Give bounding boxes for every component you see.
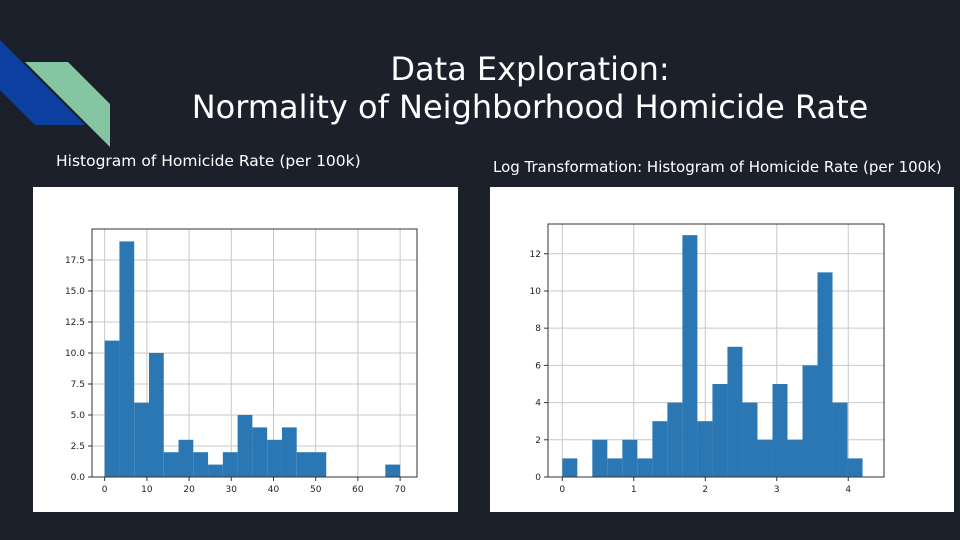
- right-hist-bar: [697, 421, 713, 477]
- left-hist-xtick-label: 40: [268, 485, 280, 495]
- left-hist-ytick-label: 7.5: [71, 380, 85, 390]
- left-hist-xtick-label: 60: [352, 485, 364, 495]
- left-hist-bar: [119, 241, 135, 477]
- title-line-1: Data Exploration:: [390, 50, 670, 88]
- right-hist-bar: [652, 421, 668, 477]
- homicide-rate-histogram: 0 10 20 30 40 50 60 70 0.0 2.5 5.0 7.5 10.0 12.5 15.0 1…: [65, 228, 418, 495]
- slide-title: Data Exploration: Normality of Neighborh…: [120, 50, 940, 126]
- left-hist-bar: [208, 464, 223, 477]
- right-hist-ytick-label: 8: [535, 324, 541, 334]
- left-hist-bar: [385, 464, 401, 477]
- right-hist-bar: [757, 439, 773, 477]
- right-hist-bar: [847, 458, 863, 477]
- right-hist-xtick-label: 2: [702, 485, 708, 495]
- left-hist-xtick-label: 30: [226, 485, 238, 495]
- left-hist-bar: [134, 402, 149, 477]
- right-hist-xtick-label: 3: [774, 485, 780, 495]
- left-hist-ytick-label: 17.5: [65, 256, 85, 266]
- right-hist-bar: [832, 402, 848, 477]
- right-hist-axes-frame: [547, 223, 885, 478]
- right-hist-xtick-label: 1: [631, 485, 637, 495]
- left-hist-ytick-label: 2.5: [71, 442, 85, 452]
- left-chart-caption: Histogram of Homicide Rate (per 100k): [56, 152, 361, 170]
- right-hist-bar: [592, 439, 608, 477]
- right-hist-bar: [817, 272, 833, 477]
- right-hist-bar: [772, 383, 788, 477]
- right-hist-bar: [712, 383, 728, 477]
- right-chart-caption: Log Transformation: Histogram of Homicid…: [493, 158, 942, 176]
- left-hist-xtick-label: 50: [310, 485, 322, 495]
- left-hist-bar: [104, 340, 120, 477]
- left-hist-ytick-label: 15.0: [65, 287, 85, 297]
- left-hist-xtick-label: 70: [394, 485, 406, 495]
- right-hist-bar: [802, 365, 818, 477]
- left-hist-xtick-label: 0: [102, 485, 108, 495]
- left-chart-panel: 0 10 20 30 40 50 60 70 0.0 2.5 5.0 7.5 10.0 12.5 15.0 1…: [33, 187, 458, 512]
- title-line-2: Normality of Neighborhood Homicide Rate: [191, 88, 869, 126]
- right-hist-bar: [787, 439, 803, 477]
- right-hist-xtick-label: 4: [845, 485, 851, 495]
- left-hist-bar: [178, 439, 194, 477]
- left-hist-bar: [296, 452, 312, 477]
- right-hist-ytick-label: 0: [535, 473, 541, 483]
- left-hist-bar: [237, 415, 253, 477]
- right-chart-panel: 0 1 2 3 4 0 2 4 6 8 10 12: [490, 187, 954, 512]
- right-hist-bar: [667, 402, 683, 477]
- right-hist-bar: [562, 458, 578, 477]
- left-hist-ytick-label: 5.0: [71, 411, 86, 421]
- decor-stripe-blue: [0, 40, 85, 125]
- right-hist-ytick-label: 10: [530, 287, 542, 297]
- right-hist-ytick-label: 6: [535, 361, 541, 371]
- left-hist-bar: [252, 427, 268, 477]
- right-hist-bar: [622, 439, 638, 477]
- left-hist-bar: [267, 439, 282, 477]
- decor-stripe-green: [25, 62, 110, 147]
- left-hist-bar: [148, 353, 164, 477]
- right-hist-bar: [742, 402, 758, 477]
- left-hist-bar: [281, 427, 297, 477]
- right-hist-ytick-label: 12: [530, 250, 541, 260]
- left-hist-ytick-label: 0.0: [71, 473, 86, 483]
- left-hist-bar: [222, 452, 238, 477]
- left-hist-ytick-label: 12.5: [65, 318, 85, 328]
- right-hist-bar: [607, 458, 623, 477]
- right-hist-ytick-label: 4: [535, 399, 541, 409]
- right-hist-xtick-label: 0: [559, 485, 565, 495]
- left-hist-xtick-label: 20: [183, 485, 195, 495]
- right-hist-bar: [682, 235, 698, 477]
- left-hist-ytick-label: 10.0: [65, 349, 85, 359]
- left-hist-bar: [311, 452, 327, 477]
- left-hist-bar: [193, 452, 209, 477]
- corner-decoration: [0, 40, 110, 147]
- left-hist-bar: [163, 452, 179, 477]
- right-hist-bar: [727, 346, 743, 477]
- right-hist-bar: [637, 458, 653, 477]
- right-hist-ytick-label: 2: [535, 436, 541, 446]
- left-hist-xtick-label: 10: [141, 485, 153, 495]
